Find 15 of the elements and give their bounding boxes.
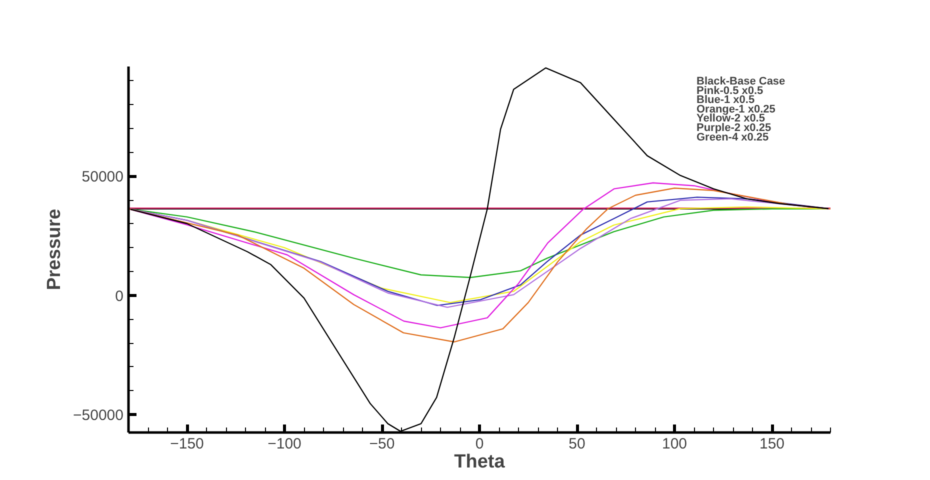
x-tick-label: −50	[369, 436, 395, 452]
annotation: Purple-2 x0.25	[696, 122, 772, 134]
x-tick-label: 0	[475, 436, 484, 452]
annotation: Green-4 x0.25	[696, 131, 769, 144]
x-tick-label: 100	[662, 436, 688, 452]
y-axis-title: Pressure	[44, 208, 66, 290]
x-tick-label: −150	[170, 436, 204, 452]
x-axis-title: Theta	[454, 452, 506, 472]
x-tick-label: −100	[268, 436, 302, 452]
annotation: Black-Base Case	[696, 76, 786, 88]
y-tick-label: −50000	[73, 407, 124, 424]
y-tick-label: 50000	[82, 168, 124, 186]
x-tick-label: 150	[759, 436, 785, 452]
y-tick-label: 0	[115, 288, 124, 305]
x-tick-label: 50	[568, 436, 586, 452]
